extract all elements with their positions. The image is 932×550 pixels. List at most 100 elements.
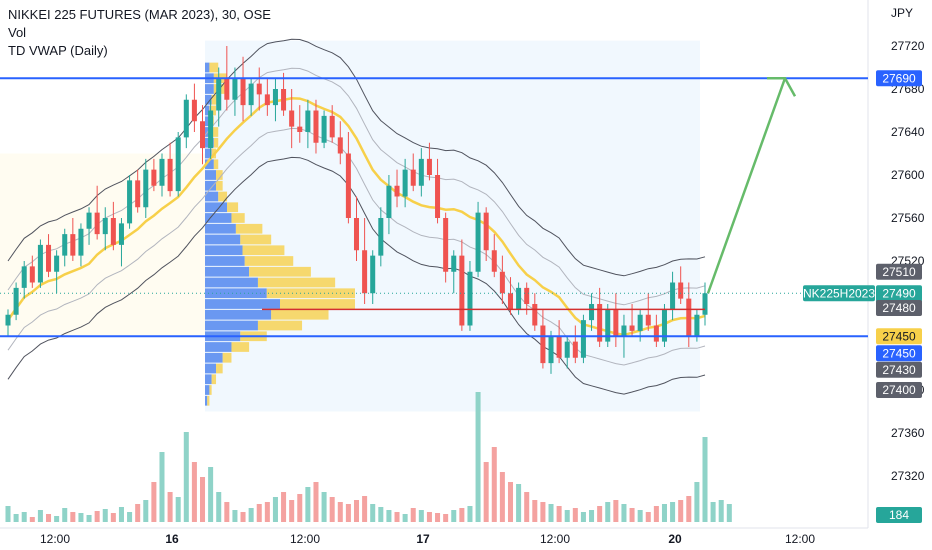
candle-body[interactable]: [597, 304, 603, 342]
candle-body[interactable]: [224, 78, 230, 100]
candle-body[interactable]: [653, 325, 659, 342]
candle-body[interactable]: [459, 255, 465, 326]
candle-body[interactable]: [329, 115, 335, 138]
legend-indicator[interactable]: TD VWAP (Daily): [8, 43, 108, 58]
candle-body[interactable]: [702, 293, 708, 315]
candle-body[interactable]: [151, 169, 157, 186]
candle-body[interactable]: [305, 110, 311, 133]
candle-body[interactable]: [645, 314, 651, 326]
candle-body[interactable]: [540, 325, 546, 364]
candle-body[interactable]: [370, 255, 376, 294]
candle-body[interactable]: [46, 244, 52, 272]
candle-body[interactable]: [378, 218, 384, 256]
candle-body[interactable]: [661, 309, 667, 342]
candle-body[interactable]: [248, 83, 254, 106]
candle-body[interactable]: [418, 158, 424, 186]
candle-body[interactable]: [29, 266, 35, 283]
legend-vol[interactable]: Vol: [8, 25, 27, 40]
candle-body[interactable]: [589, 304, 595, 321]
currency-label: JPY: [891, 6, 913, 20]
candle-body[interactable]: [232, 78, 238, 100]
candle-body[interactable]: [410, 169, 416, 186]
candle-body[interactable]: [21, 266, 27, 288]
candle-body[interactable]: [127, 180, 133, 224]
candle-body[interactable]: [694, 314, 700, 337]
candle-body[interactable]: [605, 309, 611, 342]
candle-body[interactable]: [289, 110, 295, 127]
candle-body[interactable]: [281, 89, 287, 111]
candle-body[interactable]: [386, 185, 392, 218]
candle-body[interactable]: [483, 212, 489, 251]
candle-body[interactable]: [110, 218, 116, 245]
candle-body[interactable]: [191, 99, 197, 122]
candle-body[interactable]: [199, 121, 206, 149]
candle-body[interactable]: [345, 153, 351, 219]
candle-body[interactable]: [37, 244, 43, 283]
candle-body[interactable]: [516, 287, 522, 310]
candle-body[interactable]: [613, 309, 619, 337]
symbol-title[interactable]: NIKKEI 225 FUTURES (MAR 2023), 30, OSE: [8, 7, 271, 22]
candle-body[interactable]: [629, 325, 635, 331]
candle-body[interactable]: [208, 110, 214, 149]
candle-body[interactable]: [337, 137, 343, 154]
volume-bar: [313, 482, 319, 522]
candle-body[interactable]: [670, 282, 676, 310]
candle-body[interactable]: [54, 255, 60, 272]
profile-bar-down: [244, 256, 294, 266]
volume-bar: [86, 515, 92, 522]
candle-body[interactable]: [102, 218, 108, 235]
candle-body[interactable]: [580, 320, 586, 358]
candle-body[interactable]: [167, 158, 173, 192]
candle-body[interactable]: [78, 228, 84, 256]
candle-body[interactable]: [556, 336, 562, 358]
candle-body[interactable]: [135, 180, 141, 208]
candle-body[interactable]: [548, 336, 554, 364]
arrow-shaft[interactable]: [706, 77, 787, 294]
candle-body[interactable]: [572, 341, 578, 358]
candle-body[interactable]: [435, 175, 441, 218]
candle-body[interactable]: [159, 158, 165, 186]
candle-body[interactable]: [637, 314, 643, 331]
candle-body[interactable]: [524, 287, 530, 304]
candle-body[interactable]: [175, 137, 181, 192]
candle-body[interactable]: [313, 110, 319, 143]
candle-body[interactable]: [362, 250, 368, 294]
candle-body[interactable]: [86, 212, 92, 229]
candle-body[interactable]: [70, 234, 76, 256]
candle-body[interactable]: [499, 271, 505, 294]
candle-body[interactable]: [321, 115, 327, 143]
candle-body[interactable]: [94, 212, 100, 235]
candle-body[interactable]: [491, 250, 497, 272]
candle-body[interactable]: [272, 89, 278, 106]
vwap-line[interactable]: [6, 97, 706, 337]
candle-body[interactable]: [475, 212, 481, 272]
candle-body[interactable]: [118, 223, 124, 245]
candle-body[interactable]: [394, 185, 400, 197]
candle-body[interactable]: [451, 255, 457, 272]
candle-body[interactable]: [13, 287, 19, 315]
candle-body[interactable]: [467, 271, 473, 326]
candle-body[interactable]: [62, 234, 68, 256]
candle-body[interactable]: [143, 169, 149, 208]
candle-body[interactable]: [240, 78, 246, 106]
profile-bar-down: [222, 352, 232, 363]
volume-bar: [175, 497, 181, 522]
candle-body[interactable]: [621, 325, 627, 337]
candle-body[interactable]: [443, 218, 449, 272]
time-tick: 12:00: [540, 532, 570, 546]
candle-body[interactable]: [256, 83, 262, 95]
candle-body[interactable]: [264, 94, 270, 106]
candle-body[interactable]: [532, 304, 538, 326]
candle-body[interactable]: [183, 99, 189, 138]
candle-body[interactable]: [216, 78, 222, 111]
candle-body[interactable]: [507, 293, 514, 310]
candle-body[interactable]: [5, 314, 11, 326]
candle-body[interactable]: [678, 282, 684, 299]
candle-body[interactable]: [564, 341, 570, 358]
candle-body[interactable]: [353, 218, 360, 251]
candle-body[interactable]: [686, 298, 692, 337]
candle-body[interactable]: [297, 126, 303, 132]
candle-body[interactable]: [426, 158, 432, 175]
candle-body[interactable]: [402, 169, 408, 197]
